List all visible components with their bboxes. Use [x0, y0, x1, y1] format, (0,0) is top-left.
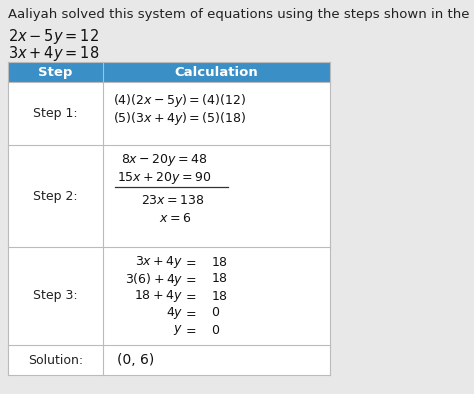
Text: $0$: $0$: [211, 307, 220, 320]
Text: $=$: $=$: [183, 273, 197, 286]
Text: $=$: $=$: [183, 307, 197, 320]
Text: Calculation: Calculation: [174, 65, 258, 78]
Text: Aaliyah solved this system of equations using the steps shown in the table.: Aaliyah solved this system of equations …: [8, 8, 474, 21]
Text: $4y$: $4y$: [165, 305, 183, 321]
Text: $x = 6$: $x = 6$: [159, 212, 191, 225]
Text: $18 + 4y$: $18 + 4y$: [134, 288, 183, 304]
Text: $23x = 138$: $23x = 138$: [141, 193, 205, 206]
Text: $3x + 4y = 18$: $3x + 4y = 18$: [8, 44, 100, 63]
Text: $(5)(3x + 4y) = (5)(18)$: $(5)(3x + 4y) = (5)(18)$: [113, 110, 246, 126]
Text: $=$: $=$: [183, 255, 197, 268]
Text: $3(6) + 4y$: $3(6) + 4y$: [125, 271, 183, 288]
Text: $=$: $=$: [183, 290, 197, 303]
Text: $y$: $y$: [173, 323, 183, 337]
Text: $18$: $18$: [211, 273, 228, 286]
Text: (0, 6): (0, 6): [117, 353, 154, 367]
Text: $18$: $18$: [211, 290, 228, 303]
Text: Step 1:: Step 1:: [33, 107, 78, 120]
Text: $0$: $0$: [211, 323, 220, 336]
Text: $3x + 4y$: $3x + 4y$: [135, 254, 183, 270]
Text: $18$: $18$: [211, 255, 228, 268]
Text: Step 2:: Step 2:: [33, 190, 78, 203]
Text: $=$: $=$: [183, 323, 197, 336]
Text: $2x - 5y = 12$: $2x - 5y = 12$: [8, 27, 99, 46]
Text: $15x + 20y = 90$: $15x + 20y = 90$: [117, 170, 211, 186]
Bar: [8, 62, 330, 375]
Text: Step: Step: [38, 65, 73, 78]
Text: Step 3:: Step 3:: [33, 290, 78, 303]
Bar: [8, 62, 330, 82]
Text: Solution:: Solution:: [28, 353, 83, 366]
Text: $8x - 20y = 48$: $8x - 20y = 48$: [121, 152, 208, 168]
Text: $(4)(2x - 5y) = (4)(12)$: $(4)(2x - 5y) = (4)(12)$: [113, 91, 246, 108]
